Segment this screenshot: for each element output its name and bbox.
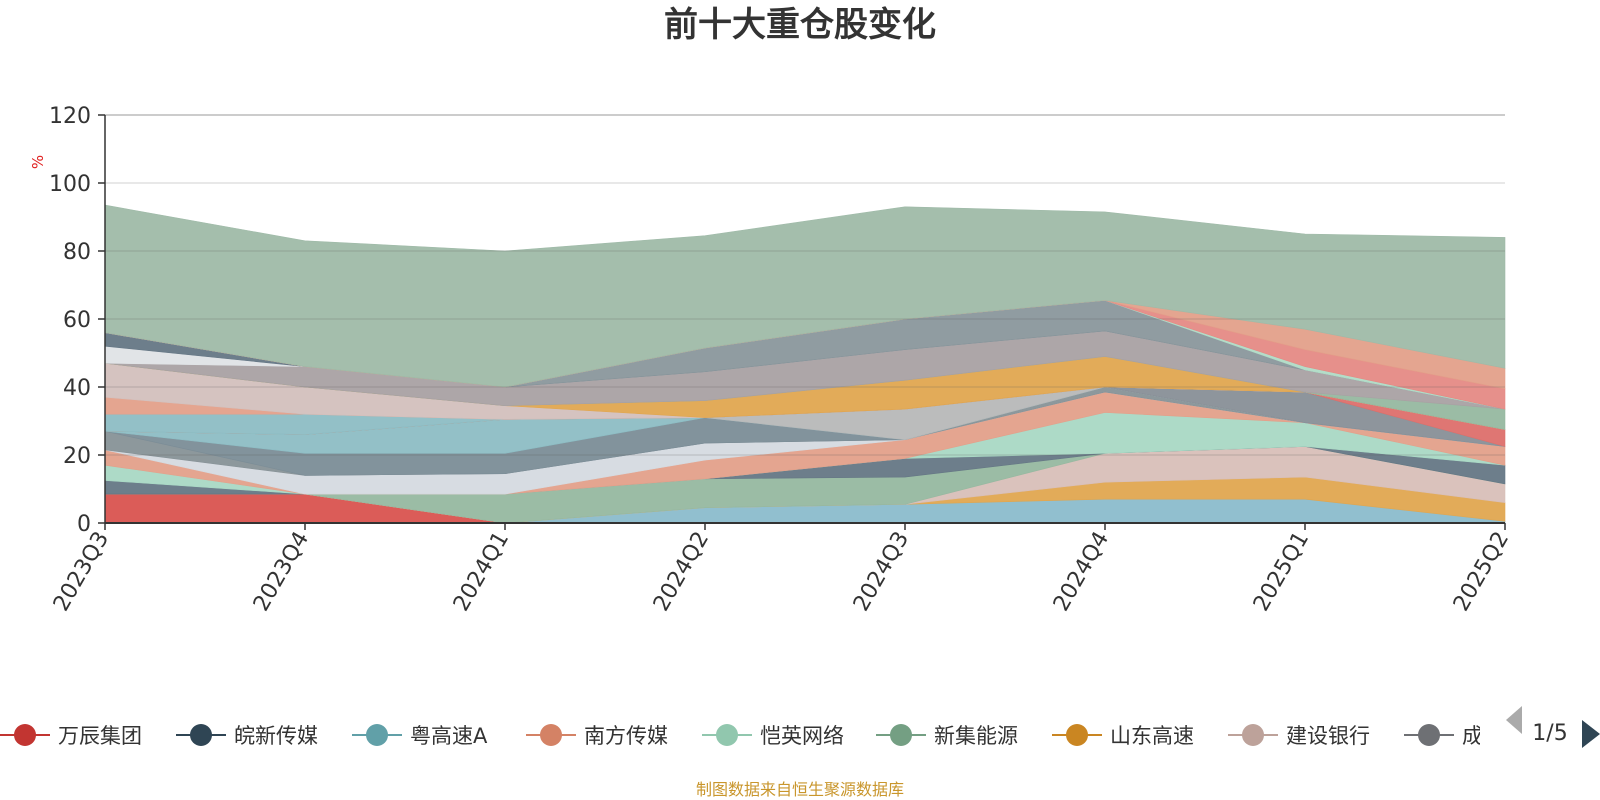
legend[interactable]: 万辰集团 皖新传媒 粤高速A 南方传媒 恺英网络 新集能源 山东高速 建设银行 成	[0, 724, 1483, 748]
y-tick-label: 100	[49, 172, 91, 197]
legend-prev-page-button[interactable]	[1506, 706, 1522, 734]
y-tick-label: 0	[77, 512, 91, 537]
legend-item[interactable]: 南方传媒	[526, 724, 668, 748]
chart-title: 前十大重仓股变化	[664, 5, 936, 45]
legend-item[interactable]: 粤高速A	[352, 724, 488, 748]
x-tick-label: 2025Q1	[1249, 528, 1314, 616]
legend-next-page-button[interactable]	[1582, 720, 1600, 748]
legend-item-label: 成	[1462, 724, 1483, 748]
legend-item-label: 山东高速	[1110, 724, 1194, 748]
y-tick-label: 40	[63, 376, 91, 401]
legend-item[interactable]: 山东高速	[1052, 724, 1194, 748]
triangle-right-icon[interactable]	[1582, 720, 1600, 748]
legend-circle-marker	[1418, 724, 1440, 746]
data-source-note: 制图数据来自恒生聚源数据库	[696, 780, 904, 799]
y-tick-label: 60	[63, 308, 91, 333]
x-tick-label: 2025Q2	[1449, 528, 1514, 616]
y-axis-unit: %	[29, 155, 47, 169]
axes	[104, 115, 1506, 530]
y-tick-labels: 0 20 40 60 80 100 120	[49, 104, 91, 537]
legend-page-indicator: 1/5	[1532, 721, 1567, 746]
legend-item[interactable]: 皖新传媒	[176, 724, 318, 748]
area-series-group	[104, 204, 1506, 524]
legend-circle-marker	[366, 724, 388, 746]
legend-circle-marker	[190, 724, 212, 746]
legend-item[interactable]: 恺英网络	[702, 724, 844, 748]
gridlines	[98, 114, 1505, 524]
y-tick-label: 120	[49, 104, 91, 129]
x-tick-label: 2024Q1	[449, 528, 514, 616]
x-tick-label: 2023Q3	[49, 528, 114, 616]
legend-circle-marker	[540, 724, 562, 746]
x-tick-labels: 2023Q3 2023Q4 2024Q1 2024Q2 2024Q3 2024Q4 2025…	[49, 528, 1514, 616]
x-tick-label: 2023Q4	[249, 528, 314, 616]
legend-item-label: 建设银行	[1286, 724, 1370, 748]
legend-item-label: 新集能源	[934, 724, 1018, 748]
x-tick-label: 2024Q3	[849, 528, 914, 616]
legend-circle-marker	[890, 724, 912, 746]
x-tick-label: 2024Q2	[649, 528, 714, 616]
legend-item-label: 粤高速A	[410, 724, 488, 748]
legend-item[interactable]: 万辰集团	[0, 724, 142, 748]
legend-item-label: 皖新传媒	[234, 724, 318, 748]
y-tick-label: 20	[63, 444, 91, 469]
legend-item-label: 南方传媒	[584, 724, 668, 748]
legend-circle-marker	[14, 724, 36, 746]
legend-circle-marker	[716, 724, 738, 746]
area-series-29[interactable]	[104, 204, 1506, 388]
y-tick-label: 80	[63, 240, 91, 265]
x-tick-label: 2024Q4	[1049, 528, 1114, 616]
legend-item[interactable]: 建设银行	[1228, 724, 1370, 748]
legend-circle-marker	[1242, 724, 1264, 746]
legend-item[interactable]: 成	[1404, 724, 1483, 748]
legend-item[interactable]: 新集能源	[876, 724, 1018, 748]
legend-item-label: 万辰集团	[58, 724, 142, 748]
legend-item-label: 恺英网络	[760, 724, 844, 748]
legend-circle-marker	[1066, 724, 1088, 746]
triangle-left-icon[interactable]	[1506, 706, 1522, 734]
